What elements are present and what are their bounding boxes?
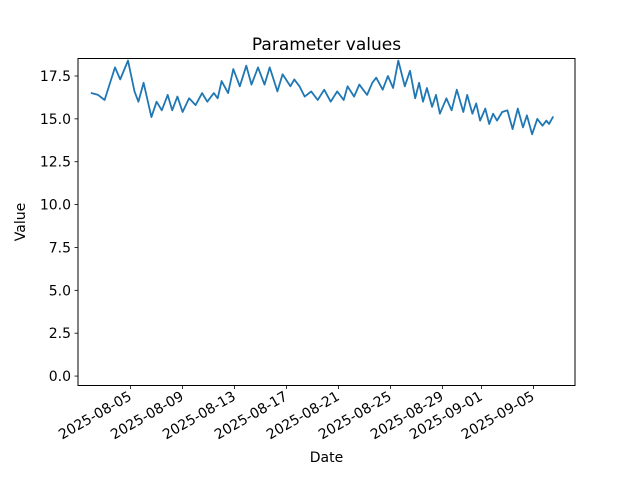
y-tick-label: 2.5 xyxy=(49,326,71,342)
y-tick-label: 15.0 xyxy=(40,112,71,128)
chart-title: Parameter values xyxy=(252,35,401,55)
y-tick-label: 0.0 xyxy=(49,369,71,385)
y-tick-label: 17.5 xyxy=(40,69,71,85)
plot-border xyxy=(77,58,576,386)
x-axis-label: Date xyxy=(310,450,343,466)
y-tick-label: 5.0 xyxy=(49,283,71,299)
y-tick-label: 12.5 xyxy=(40,155,71,171)
data-line-parameter xyxy=(90,59,554,136)
plot-area: 0.02.55.07.510.012.515.017.52025-08-0520… xyxy=(40,58,576,443)
y-tick-label: 7.5 xyxy=(49,240,71,256)
y-tick-label: 10.0 xyxy=(40,198,71,214)
y-axis-label: Value xyxy=(13,203,29,241)
